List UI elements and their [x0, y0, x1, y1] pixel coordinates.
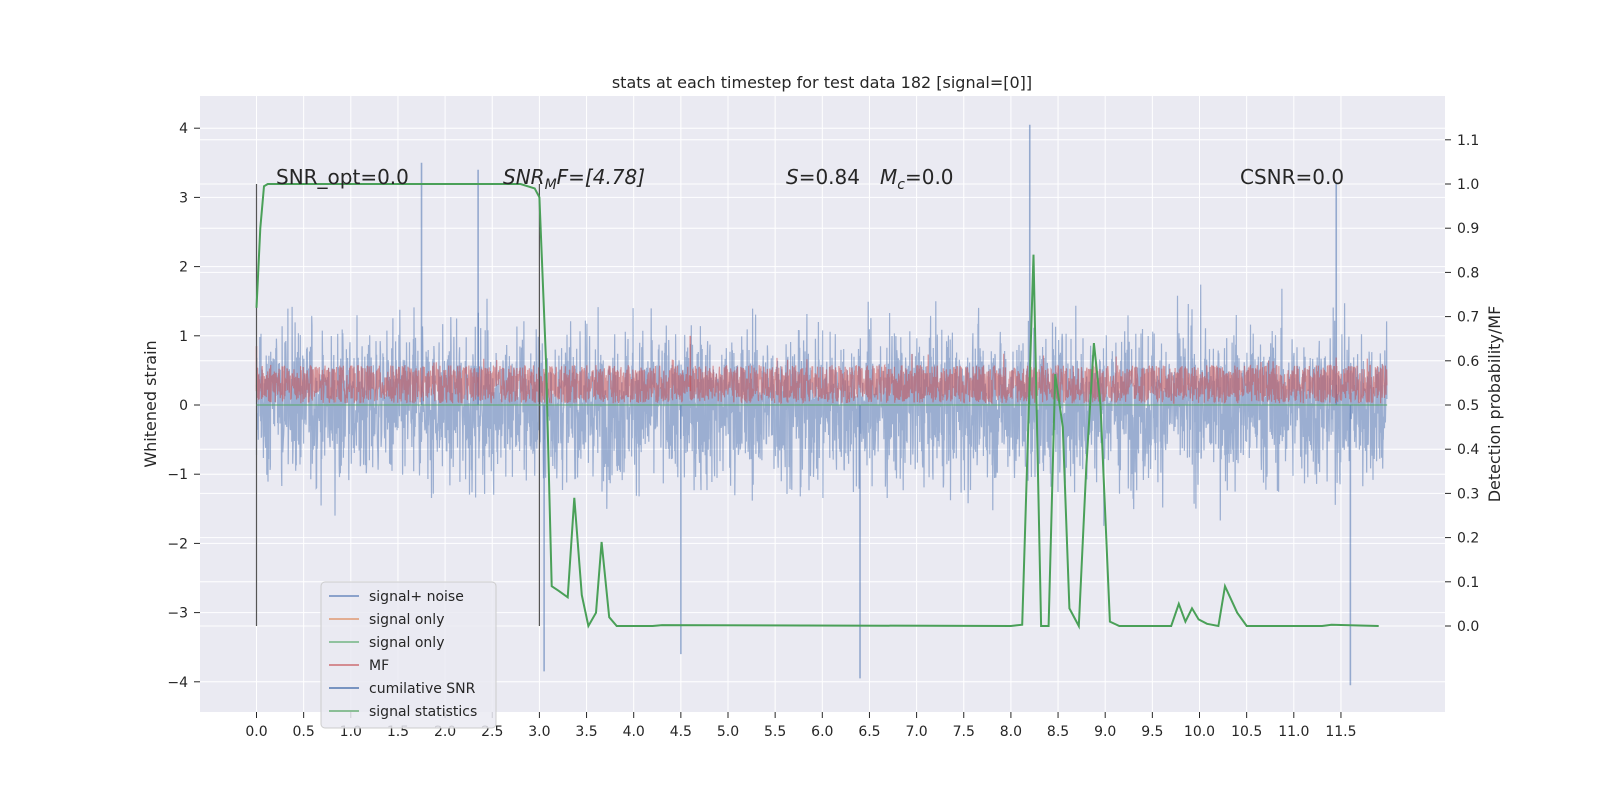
y2-tick-label: 1.1	[1457, 133, 1479, 149]
x-tick-label: 5.5	[764, 724, 786, 740]
annotation-snr-opt: SNR_opt=0.0	[276, 165, 409, 189]
y-axis-ticks: 4 3 2 1 0 −1 −2 −3 −4	[167, 121, 200, 691]
annotation-snr-mf: SNRMF=[4.78]	[503, 165, 645, 193]
x-tick-label: 0.0	[245, 724, 267, 740]
y-tick-label: −1	[167, 467, 188, 483]
signal-statistics-line	[255, 183, 1379, 630]
legend: signal+ noise signal only signal only MF cum…	[320, 581, 497, 729]
annotation-s: S=0.84	[786, 165, 860, 189]
y2-tick-label: 0.3	[1457, 486, 1479, 502]
legend-label: MF	[369, 658, 389, 674]
y2-tick-label: 1.0	[1457, 177, 1479, 193]
x-tick-label: 9.5	[1141, 724, 1163, 740]
x-tick-label: 7.5	[953, 724, 975, 740]
mf-line	[255, 353, 1388, 405]
annotation-mc: Mc=0.0	[880, 165, 954, 193]
legend-label: signal statistics	[369, 704, 477, 720]
x-tick-label: 4.0	[623, 724, 645, 740]
y-tick-label: −4	[167, 675, 188, 691]
annotation-mc-value: =0.0	[905, 165, 954, 189]
legend-label: signal+ noise	[369, 589, 464, 605]
y2-axis-label: Detection probability/MF	[1485, 306, 1504, 503]
x-tick-label: 6.0	[811, 724, 833, 740]
x-tick-label: 7.0	[905, 724, 927, 740]
x-tick-label: 9.0	[1094, 724, 1116, 740]
y-tick-label: 0	[179, 398, 188, 414]
annotation-s-base: S	[786, 165, 799, 189]
annotation-s-value: =0.84	[799, 165, 860, 189]
x-tick-label: 3.0	[528, 724, 550, 740]
y-tick-label: 4	[179, 121, 188, 137]
x-axis-ticks: 0.0 0.5 1.0 1.5 2.0 2.5 3.0 3.5 4.0 4.5 5.0 5.5 6.0 6…	[245, 712, 1357, 740]
signal-statistics-series	[255, 183, 1379, 630]
y2-tick-label: 0.1	[1457, 575, 1479, 591]
y-tick-label: −3	[167, 606, 188, 622]
y-axis-label: Whitened strain	[141, 340, 160, 467]
y-tick-label: 2	[179, 260, 188, 276]
x-tick-label: 5.0	[717, 724, 739, 740]
y-tick-label: 1	[179, 329, 188, 345]
x-tick-label: 4.5	[670, 724, 692, 740]
annotation-snr-mf-value: F=[4.78]	[557, 165, 645, 189]
y-tick-label: 3	[179, 190, 188, 206]
y2-tick-label: 0.9	[1457, 221, 1479, 237]
chart-title: stats at each timestep for test data 182…	[612, 73, 1032, 92]
legend-box	[320, 581, 497, 729]
x-tick-label: 3.5	[575, 724, 597, 740]
x-tick-label: 6.5	[858, 724, 880, 740]
annotation-csnr: CSNR=0.0	[1240, 165, 1344, 189]
x-tick-label: 0.5	[293, 724, 315, 740]
y2-axis-ticks: 1.1 1.0 0.9 0.8 0.7 0.6 0.5 0.4 0.3 0.2 0.1 0.0	[1445, 133, 1479, 635]
legend-label: signal only	[369, 612, 444, 628]
x-tick-label: 8.0	[1000, 724, 1022, 740]
x-tick-label: 10.5	[1231, 724, 1262, 740]
y-tick-label: −2	[167, 536, 188, 552]
y2-tick-label: 0.8	[1457, 265, 1479, 281]
legend-label: signal only	[369, 635, 444, 651]
legend-label: cumilative SNR	[369, 681, 476, 697]
annotation-mc-base: M	[880, 165, 897, 189]
annotation-snr-mf-base: SNR	[503, 165, 545, 189]
x-tick-label: 10.0	[1184, 724, 1215, 740]
x-tick-label: 11.5	[1325, 724, 1356, 740]
y2-tick-label: 0.5	[1457, 398, 1479, 414]
y2-tick-label: 0.4	[1457, 442, 1479, 458]
vertical-markers	[255, 184, 1388, 626]
x-tick-label: 8.5	[1047, 724, 1069, 740]
y2-tick-label: 0.7	[1457, 310, 1479, 326]
annotation-snr-mf-sub: M	[545, 177, 557, 193]
y2-tick-label: 0.6	[1457, 354, 1479, 370]
y2-tick-label: 0.2	[1457, 531, 1479, 547]
annotation-mc-sub: c	[897, 177, 905, 193]
x-tick-label: 11.0	[1278, 724, 1309, 740]
y2-tick-label: 0.0	[1457, 619, 1479, 635]
